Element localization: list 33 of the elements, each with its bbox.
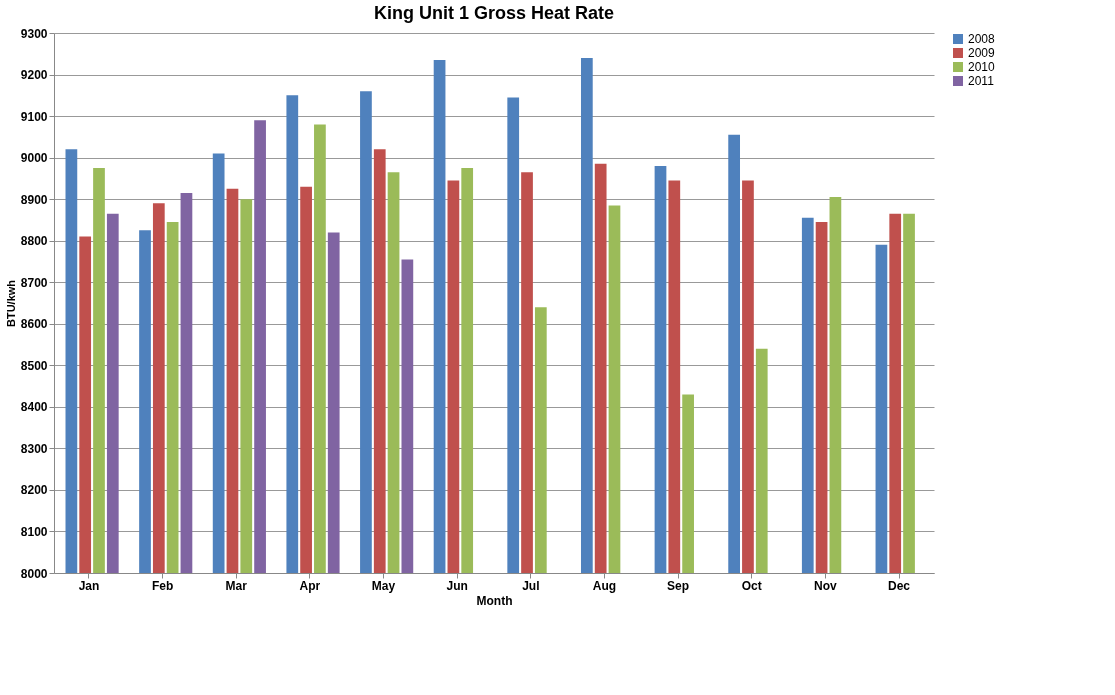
x-tick-label: Sep [667, 578, 690, 593]
x-tick-label: Nov [814, 578, 838, 593]
y-tick-label: 8300 [20, 441, 48, 456]
x-axis-title: Month [476, 593, 513, 608]
x-tick-label: Jun [446, 578, 468, 593]
y-tick-label: 9300 [20, 26, 48, 41]
legend-label: 2008 [968, 32, 996, 46]
y-tick-label: 8000 [20, 566, 48, 581]
x-tick-label: Aug [592, 578, 617, 593]
x-tick-label: Jul [522, 578, 540, 593]
legend-label: 2010 [968, 60, 996, 74]
y-tick-label: 9100 [20, 109, 48, 124]
x-tick-label: Oct [741, 578, 762, 593]
legend-label: 2009 [968, 46, 996, 60]
legend-label: 2011 [968, 74, 995, 88]
x-tick-label: May [371, 578, 396, 593]
x-tick-label: Apr [299, 578, 321, 593]
x-tick-label: Feb [151, 578, 174, 593]
x-tick-label: Mar [225, 578, 248, 593]
chart-title: King Unit 1 Gross Heat Rate [373, 3, 615, 23]
y-tick-label: 8200 [20, 483, 48, 498]
y-tick-label: 8400 [20, 400, 48, 415]
y-axis-title: BTU/kwh [4, 279, 17, 328]
y-tick-label: 9000 [20, 151, 48, 166]
y-tick-label: 8900 [20, 192, 48, 207]
y-tick-label: 8500 [20, 358, 48, 373]
x-tick-label: Jan [78, 578, 100, 593]
y-tick-label: 9200 [20, 68, 48, 83]
y-tick-label: 8700 [20, 275, 48, 290]
y-tick-label: 8800 [20, 234, 48, 249]
y-tick-label: 8100 [20, 524, 48, 539]
x-tick-label: Dec [888, 578, 911, 593]
y-tick-label: 8600 [20, 317, 48, 332]
